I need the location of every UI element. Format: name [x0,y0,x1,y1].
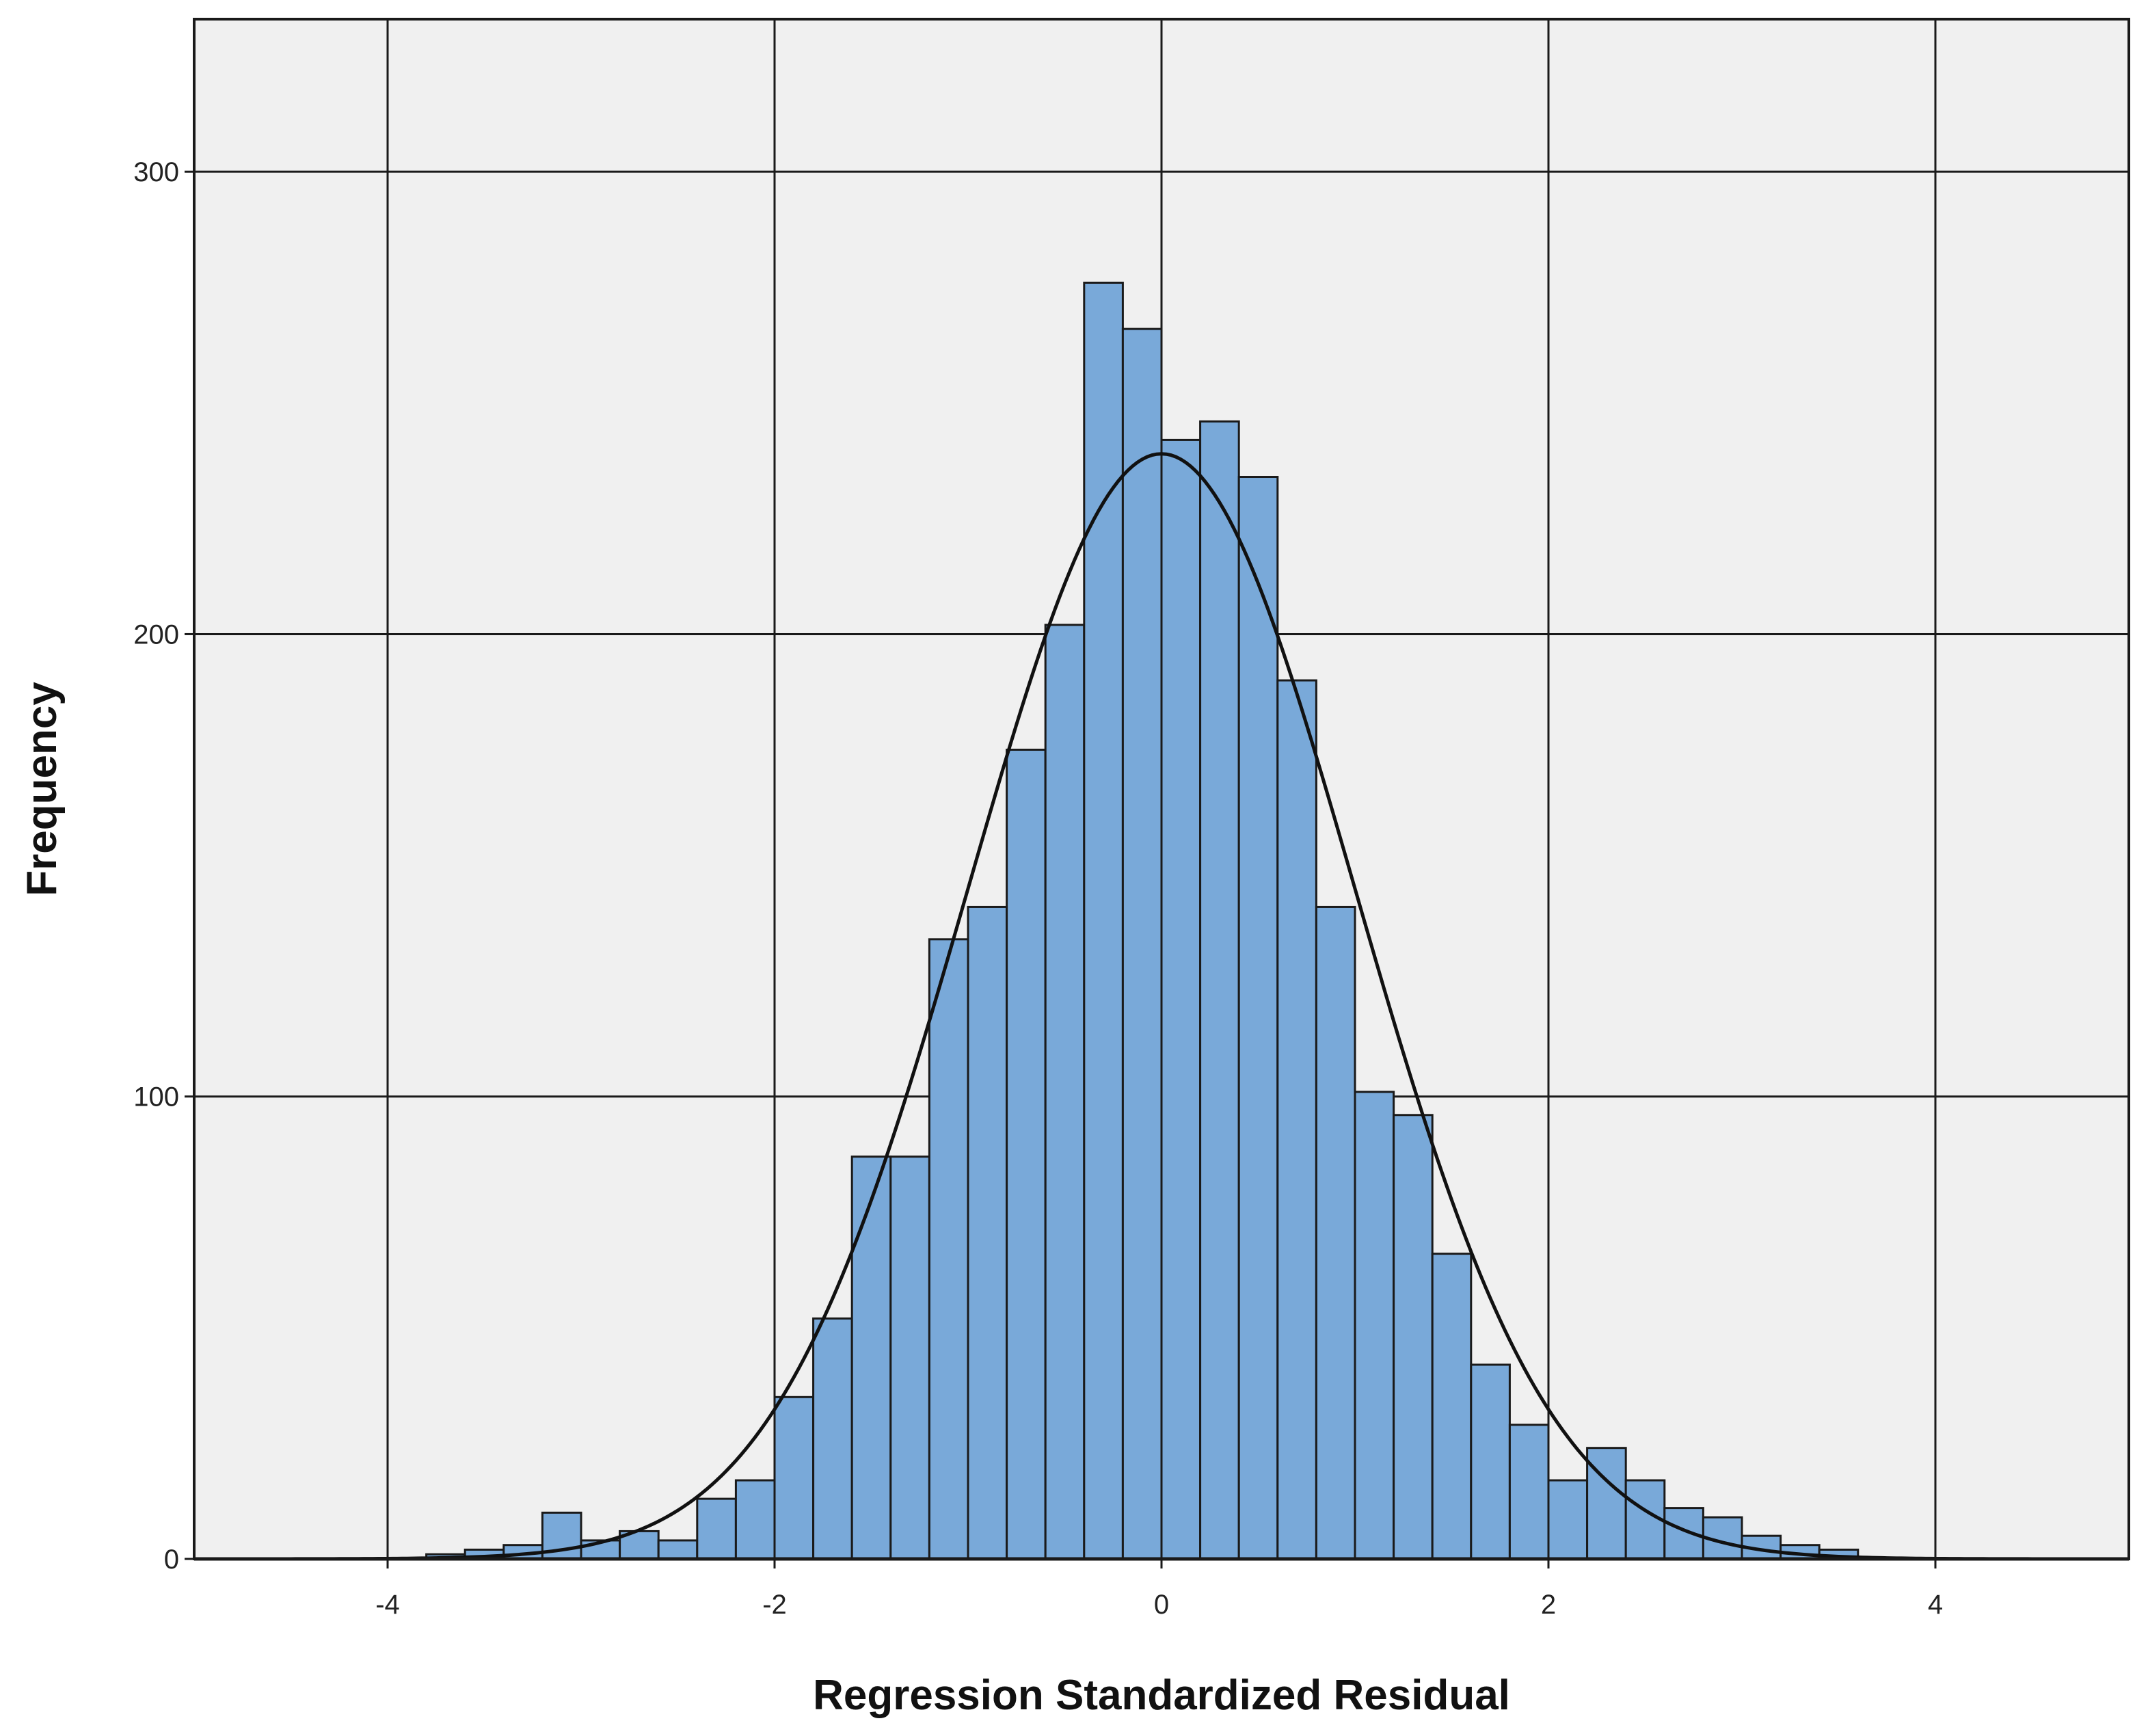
histogram-bar [1431,1253,1473,1560]
normal-curve [194,452,2129,1561]
x-tick-label: 4 [1928,1590,1943,1620]
histogram-bar [1276,679,1317,1560]
x-tick-label: -4 [375,1590,400,1620]
y-axis-title: Frequency [18,682,66,896]
axis-ticks [185,170,1937,1568]
histogram-bar [1470,1363,1511,1560]
histogram-bar [850,1156,892,1560]
histogram-bars [425,281,1860,1560]
histogram-bar [1006,749,1047,1560]
y-tick-label: 200 [133,619,179,650]
histogram-bar [967,905,1008,1560]
histogram-bar [1044,624,1086,1560]
histogram-bar [734,1479,776,1560]
histogram-bar [1547,1479,1589,1560]
histogram-bar [812,1317,853,1560]
y-tick-label: 0 [164,1545,179,1575]
histogram-bar [1354,1091,1395,1560]
histogram-bar [1083,281,1124,1560]
histogram-bar [1237,476,1279,1560]
histogram-bar [889,1156,930,1560]
y-tick-labels: 0 100 200 300 [133,157,179,1575]
histogram-bar [773,1396,815,1560]
histogram-bar [1199,420,1240,1560]
histogram-bar [696,1497,737,1560]
histogram-bar [1160,438,1202,1560]
x-tick-label: -2 [762,1590,787,1620]
histogram-bar [657,1539,699,1560]
x-axis-title: Regression Standardized Residual [813,1672,1510,1719]
histogram-bar [1393,1114,1434,1560]
y-tick-label: 100 [133,1082,179,1112]
histogram-bar [1121,328,1163,1560]
x-tick-label: 2 [1541,1590,1556,1620]
x-tick-labels: -4 -2 0 2 4 [375,1590,1943,1620]
y-tick-label: 300 [133,157,179,187]
histogram-bar [1508,1424,1550,1560]
x-tick-label: 0 [1154,1590,1169,1620]
histogram-bar [928,938,969,1560]
histogram-bar [1315,905,1356,1560]
